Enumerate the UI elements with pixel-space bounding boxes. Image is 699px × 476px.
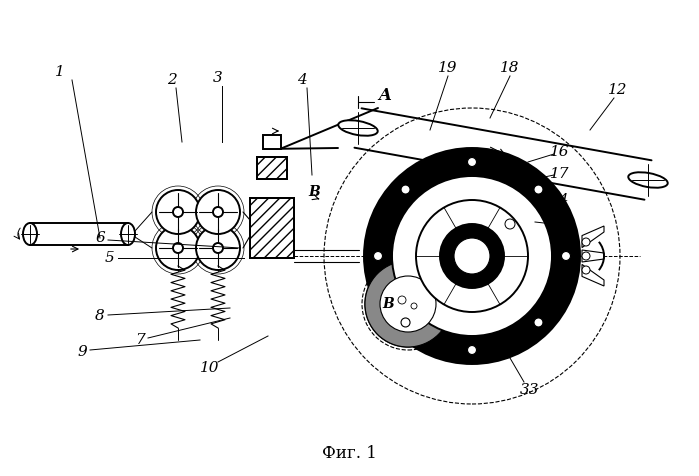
Circle shape [582, 238, 590, 246]
Text: 8: 8 [95, 309, 105, 323]
Circle shape [196, 190, 240, 234]
Circle shape [454, 238, 490, 274]
Circle shape [416, 200, 528, 312]
Circle shape [213, 207, 223, 217]
Circle shape [173, 207, 183, 217]
Circle shape [561, 251, 570, 260]
Bar [263, 135, 281, 149]
Circle shape [505, 219, 515, 229]
Text: 14: 14 [550, 193, 570, 207]
Text: 11: 11 [550, 219, 570, 233]
Bar [250, 198, 294, 258]
Circle shape [156, 226, 200, 270]
Text: Фиг. 1: Фиг. 1 [322, 446, 377, 463]
Circle shape [196, 226, 240, 270]
Circle shape [380, 276, 436, 332]
Circle shape [534, 185, 543, 194]
Circle shape [373, 251, 382, 260]
Ellipse shape [121, 223, 135, 245]
Text: 6: 6 [95, 231, 105, 245]
Circle shape [401, 185, 410, 194]
Bar [250, 198, 294, 258]
Text: 5: 5 [105, 251, 115, 265]
Circle shape [213, 243, 223, 253]
Circle shape [365, 261, 451, 347]
Text: 12: 12 [608, 83, 628, 97]
Bar [257, 157, 287, 179]
Circle shape [156, 190, 200, 234]
Text: 18: 18 [500, 61, 520, 75]
Polygon shape [582, 264, 604, 286]
Circle shape [440, 224, 504, 288]
Text: B: B [308, 185, 319, 199]
Text: 2: 2 [167, 73, 177, 87]
Circle shape [398, 296, 406, 304]
Text: 4: 4 [297, 73, 307, 87]
Circle shape [582, 252, 590, 260]
Text: 16: 16 [550, 145, 570, 159]
Text: 33: 33 [520, 383, 540, 397]
Text: 17: 17 [550, 167, 570, 181]
Ellipse shape [628, 172, 668, 188]
Text: 19: 19 [438, 61, 458, 75]
Circle shape [534, 318, 543, 327]
Circle shape [392, 176, 552, 336]
Circle shape [468, 346, 477, 355]
Text: A: A [378, 87, 391, 104]
Circle shape [364, 148, 580, 364]
Text: 3: 3 [213, 71, 223, 85]
Text: 1: 1 [55, 65, 65, 79]
Circle shape [468, 158, 477, 167]
Bar [257, 157, 287, 179]
Text: 9: 9 [77, 345, 87, 359]
Polygon shape [582, 226, 604, 248]
Circle shape [173, 243, 183, 253]
Text: 10: 10 [200, 361, 219, 375]
Circle shape [401, 318, 410, 327]
Polygon shape [582, 250, 604, 262]
Ellipse shape [23, 223, 37, 245]
Ellipse shape [338, 120, 377, 136]
Circle shape [582, 266, 590, 274]
Text: B: B [382, 297, 394, 311]
Text: 7: 7 [135, 333, 145, 347]
Circle shape [411, 303, 417, 309]
